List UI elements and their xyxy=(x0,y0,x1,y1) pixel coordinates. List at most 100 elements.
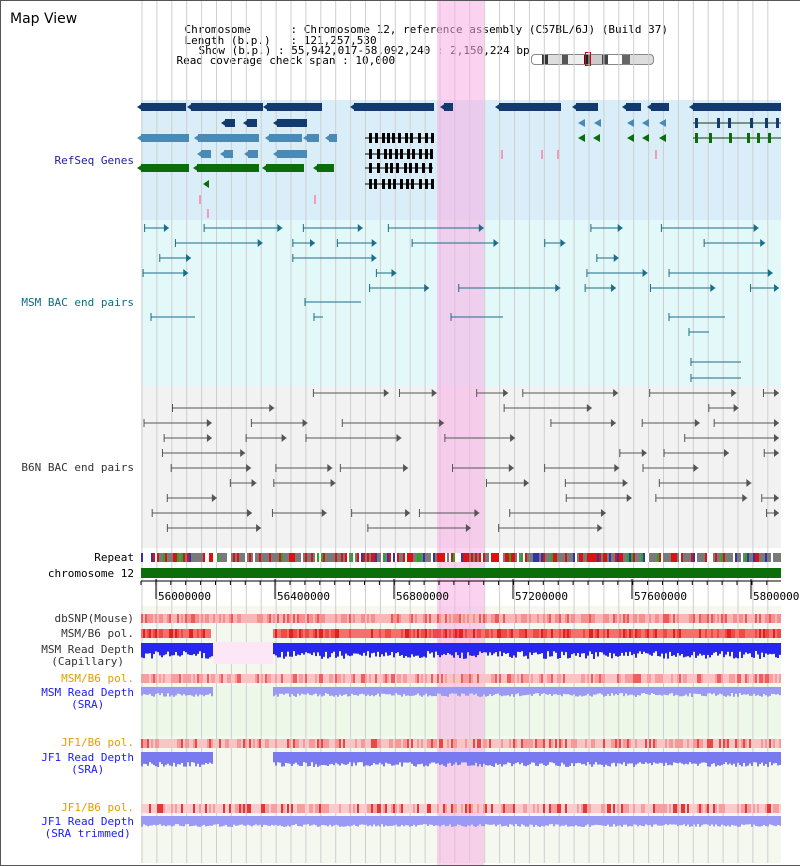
polymorphism-cell xyxy=(443,804,445,813)
polymorphism-cell xyxy=(457,629,459,638)
read-depth-bar xyxy=(605,752,607,765)
polymorphism-cell xyxy=(721,614,723,623)
polymorphism-cell xyxy=(603,739,605,748)
repeat-feature xyxy=(161,553,163,562)
polymorphism-cell xyxy=(639,804,641,813)
label-jf1-b6-pol-trimmed[interactable]: JF1/B6 pol. xyxy=(61,801,134,814)
read-depth-bar xyxy=(419,643,421,658)
repeat-feature xyxy=(151,553,153,562)
polymorphism-cell xyxy=(223,674,225,683)
label-msm-read-depth-sra[interactable]: MSM Read Depth (SRA) xyxy=(41,687,134,711)
polymorphism-cell xyxy=(627,804,629,813)
polymorphism-cell xyxy=(383,674,385,683)
polymorphism-cell xyxy=(191,804,193,813)
polymorphism-cell xyxy=(279,629,281,638)
read-depth-bar xyxy=(337,687,339,697)
read-depth-bar xyxy=(761,816,763,827)
polymorphism-cell xyxy=(355,629,357,638)
label-jf1-read-depth-sra-trimmed[interactable]: JF1 Read Depth (SRA trimmed) xyxy=(41,816,134,840)
polymorphism-cell xyxy=(509,804,511,813)
label-msm-bac-end-pairs[interactable]: MSM BAC end pairs xyxy=(21,296,134,309)
repeat-feature xyxy=(319,553,321,562)
polymorphism-cell xyxy=(717,674,719,683)
label-jf1-b6-pol[interactable]: JF1/B6 pol. xyxy=(61,736,134,749)
polymorphism-cell xyxy=(179,804,181,813)
polymorphism-cell xyxy=(743,674,745,683)
polymorphism-cell xyxy=(319,629,321,638)
read-depth-bar xyxy=(357,816,359,827)
repeat-feature xyxy=(305,553,307,562)
polymorphism-cell xyxy=(413,614,415,623)
read-depth-bar xyxy=(657,643,659,657)
polymorphism-cell xyxy=(355,614,357,623)
repeat-feature xyxy=(493,553,495,562)
read-depth-bar xyxy=(443,752,445,766)
polymorphism-cell xyxy=(505,629,507,638)
label-refseq-genes[interactable]: RefSeq Genes xyxy=(54,154,134,167)
polymorphism-cell xyxy=(333,804,335,813)
read-depth-bar xyxy=(201,816,203,826)
selection-highlight[interactable] xyxy=(437,1,484,865)
polymorphism-cell xyxy=(267,614,269,623)
polymorphism-cell xyxy=(547,739,549,748)
polymorphism-cell xyxy=(729,674,731,683)
read-depth-bar xyxy=(181,643,183,656)
read-depth-bar xyxy=(709,816,711,826)
read-depth-bar xyxy=(613,643,615,654)
label-msm-read-depth-capillary[interactable]: MSM Read Depth (Capillary) xyxy=(41,644,134,668)
polymorphism-cell xyxy=(231,804,233,813)
label-chromosome-12[interactable]: chromosome 12 xyxy=(47,567,134,580)
polymorphism-cell xyxy=(689,739,691,748)
polymorphism-cell xyxy=(507,674,509,683)
read-depth-bar xyxy=(347,687,349,697)
polymorphism-cell xyxy=(757,629,759,638)
label-b6n-bac-end-pairs[interactable]: B6N BAC end pairs xyxy=(21,461,134,474)
label-msm-b6-pol[interactable]: MSM/B6 pol. xyxy=(61,627,134,640)
chromosome-ideogram[interactable] xyxy=(531,54,654,65)
label-msm-b6-pol-sra[interactable]: MSM/B6 pol. xyxy=(61,672,134,685)
repeat-feature xyxy=(357,553,359,562)
polymorphism-cell xyxy=(345,739,347,748)
read-depth-bar xyxy=(431,752,433,763)
label-dbsnp-mouse[interactable]: dbSNP(Mouse) xyxy=(54,612,134,625)
read-depth-bar xyxy=(575,816,577,826)
read-depth-bar xyxy=(161,643,163,658)
polymorphism-cell xyxy=(645,804,647,813)
polymorphism-cell xyxy=(549,739,551,748)
polymorphism-cell xyxy=(573,804,575,813)
read-depth-bar xyxy=(589,643,591,652)
read-depth-bar xyxy=(297,816,299,827)
repeat-feature xyxy=(643,553,645,562)
read-depth-bar xyxy=(657,687,659,696)
read-depth-bar xyxy=(149,687,151,694)
polymorphism-cell xyxy=(709,804,711,813)
read-depth-bar xyxy=(723,687,725,697)
repeat-feature xyxy=(259,553,261,562)
read-depth-bar xyxy=(705,643,707,659)
polymorphism-cell xyxy=(339,804,341,813)
read-depth-bar xyxy=(455,816,457,827)
polymorphism-cell xyxy=(143,614,145,623)
repeat-feature xyxy=(449,553,451,562)
read-depth-bar xyxy=(641,643,643,655)
polymorphism-cell xyxy=(271,739,273,748)
label-repeat[interactable]: Repeat xyxy=(94,551,134,564)
read-depth-bar xyxy=(433,752,435,763)
read-depth-bar xyxy=(591,643,593,654)
polymorphism-cell xyxy=(355,739,357,748)
polymorphism-cell xyxy=(527,739,529,748)
length-key: Length (b.p.) xyxy=(184,34,271,47)
gene-exon xyxy=(375,133,378,143)
read-depth-bar xyxy=(739,643,741,652)
polymorphism-cell xyxy=(267,674,269,683)
ideogram-position-marker[interactable] xyxy=(585,52,591,66)
repeat-feature xyxy=(749,553,751,562)
polymorphism-cell xyxy=(431,674,433,683)
read-depth-bar xyxy=(655,687,657,695)
read-depth-bar xyxy=(629,687,631,695)
label-jf1-read-depth-sra[interactable]: JF1 Read Depth (SRA) xyxy=(41,752,134,776)
separator: : xyxy=(250,23,304,36)
polymorphism-cell xyxy=(529,614,531,623)
